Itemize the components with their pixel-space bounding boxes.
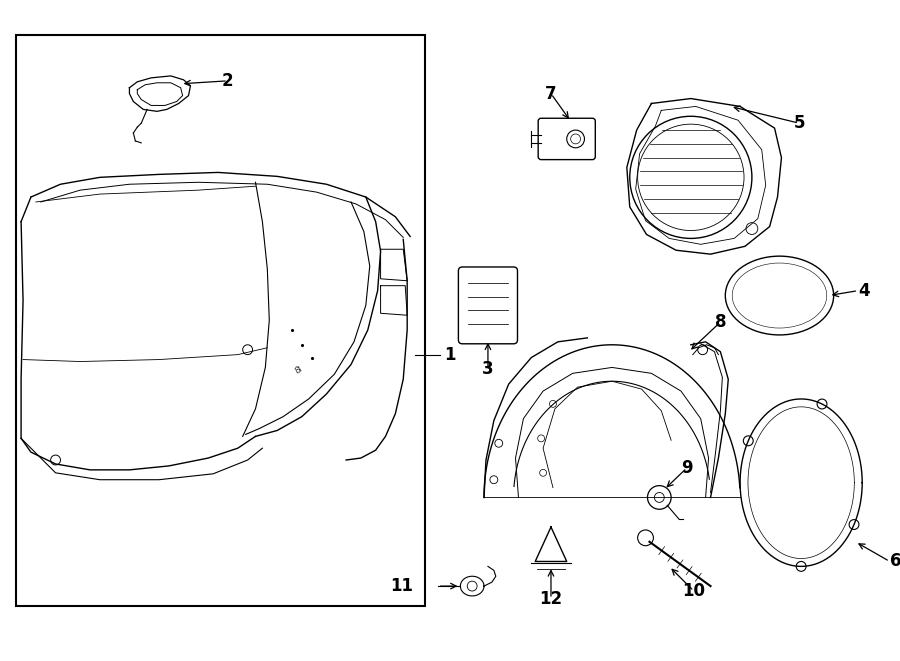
Text: 10: 10: [682, 582, 706, 600]
Text: 6: 6: [890, 553, 900, 570]
Text: 2: 2: [222, 72, 234, 90]
Circle shape: [817, 399, 827, 409]
Circle shape: [796, 561, 806, 571]
Text: 65: 65: [292, 365, 302, 375]
Circle shape: [743, 436, 753, 446]
Circle shape: [849, 520, 859, 529]
Text: 12: 12: [539, 590, 562, 608]
FancyBboxPatch shape: [458, 267, 518, 344]
Text: 11: 11: [390, 577, 413, 595]
Text: 7: 7: [545, 85, 557, 102]
Text: 9: 9: [681, 459, 693, 477]
Text: 8: 8: [715, 313, 726, 331]
Text: 1: 1: [445, 346, 456, 364]
FancyBboxPatch shape: [538, 118, 595, 159]
Bar: [16, 34, 425, 605]
Text: 3: 3: [482, 360, 494, 378]
Text: 4: 4: [859, 282, 870, 299]
Text: 5: 5: [794, 114, 805, 132]
